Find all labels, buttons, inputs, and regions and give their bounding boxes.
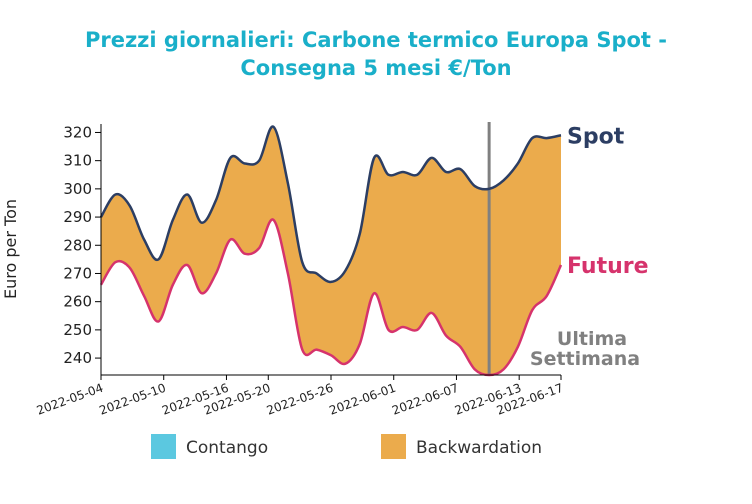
legend-swatch-backwardation [381, 434, 406, 459]
x-tick-label: 2022-05-04 [35, 381, 105, 418]
y-tick-label: 240 [63, 349, 92, 367]
series-label-future: Future [567, 254, 649, 279]
chart-title-line-2: Consegna 5 mesi €/Ton [240, 56, 511, 80]
y-tick-label: 270 [63, 264, 92, 282]
legend-label-backwardation: Backwardation [416, 438, 542, 458]
y-tick-label: 300 [63, 180, 92, 198]
legend: Contango Backwardation [151, 434, 542, 459]
marker-label-line-2: Settimana [530, 348, 640, 370]
y-tick-label: 250 [63, 321, 92, 339]
marker-label-line-1: Ultima [557, 328, 627, 350]
y-tick-label: 280 [63, 236, 92, 254]
series-label-spot: Spot [567, 124, 625, 149]
y-axis-label: Euro per Ton [1, 199, 20, 299]
y-tick-label: 320 [63, 123, 92, 141]
x-tick-label: 2022-05-10 [97, 381, 167, 418]
x-tick-label: 2022-06-07 [390, 381, 460, 418]
series-line-spot [99, 125, 562, 284]
y-tick-label: 260 [63, 293, 92, 311]
area-fill-layer [101, 126, 561, 375]
x-tick-label: 2022-06-01 [327, 381, 397, 418]
chart-title-line-1: Prezzi giornalieri: Carbone termico Euro… [85, 28, 667, 52]
x-tick-label: 2022-05-26 [265, 381, 335, 418]
legend-label-contango: Contango [186, 438, 268, 458]
legend-swatch-contango [151, 434, 176, 459]
y-tick-label: 310 [63, 152, 92, 170]
backwardation-area [101, 126, 561, 375]
plot-area: 2402502602702802903003103202022-05-04202… [35, 122, 565, 418]
y-tick-label: 290 [63, 208, 92, 226]
